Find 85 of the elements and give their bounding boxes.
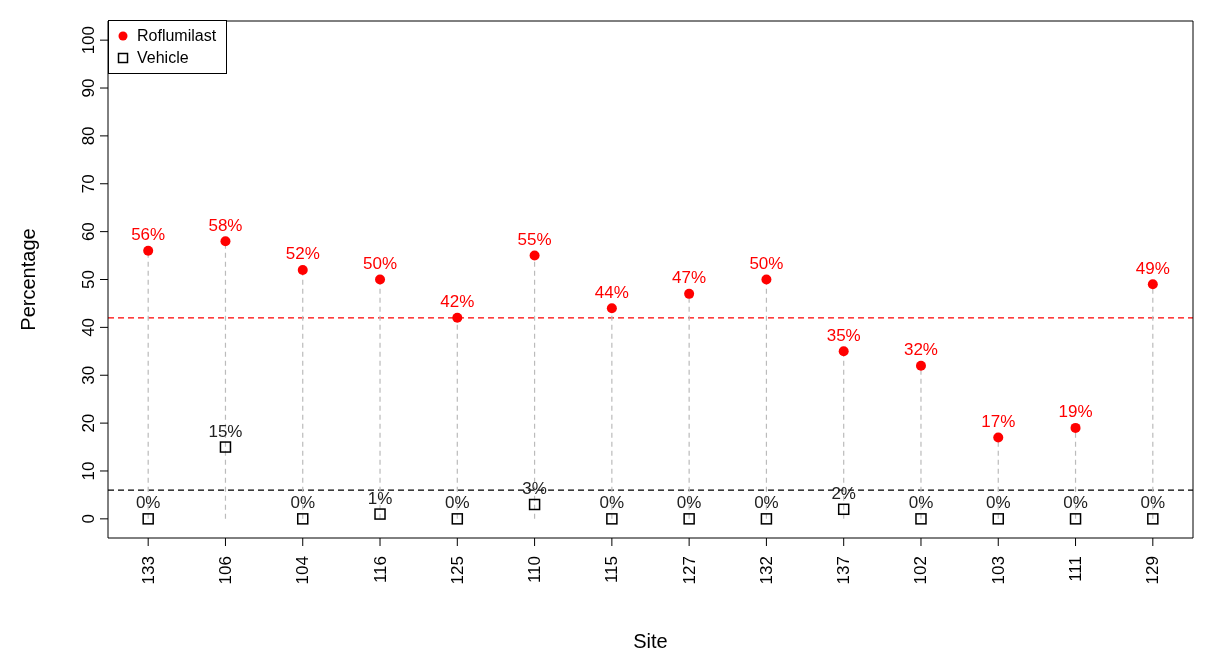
point: [837, 503, 850, 516]
data-label: 50%: [749, 253, 784, 273]
data-label: 0%: [908, 493, 934, 513]
x-tick-label: 133: [138, 556, 158, 585]
data-label: 0%: [135, 493, 161, 513]
x-tick-label: 137: [834, 556, 854, 585]
x-tick-label: 104: [293, 556, 313, 585]
data-label: 44%: [594, 282, 629, 302]
point: [1070, 422, 1081, 433]
point: [1147, 513, 1159, 525]
point: [915, 513, 927, 525]
data-label: 49%: [1135, 258, 1170, 278]
point: [220, 236, 231, 247]
y-tick-label: 10: [79, 461, 98, 481]
y-tick-label: 20: [79, 413, 98, 433]
data-label: 0%: [985, 493, 1011, 513]
point: [297, 264, 308, 275]
data-label: 0%: [1063, 493, 1088, 513]
y-tick-label: 40: [79, 317, 98, 337]
point: [606, 513, 618, 525]
x-tick-label: 106: [215, 556, 235, 585]
point: [142, 513, 154, 525]
y-tick-label: 30: [79, 365, 98, 385]
point: [1147, 279, 1158, 290]
point: [528, 498, 541, 511]
x-tick-label: 125: [447, 556, 467, 585]
data-label: 2%: [831, 483, 856, 503]
legend-label: Roflumilast: [137, 26, 217, 46]
data-label: 19%: [1058, 402, 1093, 422]
point: [683, 513, 695, 525]
point: [219, 441, 232, 453]
point: [143, 245, 154, 256]
x-tick-label: 103: [988, 556, 1008, 585]
data-label: 32%: [903, 340, 938, 360]
data-label: 0%: [1140, 493, 1166, 513]
data-label: 15%: [208, 421, 243, 441]
data-label: 58%: [208, 215, 243, 235]
point: [374, 508, 386, 520]
x-axis-title: Site: [633, 630, 668, 652]
data-label: 0%: [599, 493, 625, 513]
point: [451, 513, 464, 525]
point: [375, 274, 386, 285]
data-label: 42%: [440, 292, 475, 312]
data-label: 17%: [981, 411, 1016, 431]
point: [529, 250, 540, 261]
data-label: 35%: [826, 325, 861, 345]
point: [452, 312, 463, 323]
x-tick-label: 115: [602, 556, 622, 584]
point: [992, 513, 1005, 525]
point: [993, 432, 1004, 443]
data-label: 3%: [522, 478, 547, 498]
data-label: 0%: [445, 493, 470, 513]
data-label: 56%: [131, 225, 166, 245]
data-label: 55%: [517, 230, 552, 250]
y-tick-label: 0: [79, 514, 98, 524]
x-tick-label: 111: [1066, 556, 1086, 582]
y-axis-title: Percentage: [17, 228, 40, 331]
data-label: 50%: [363, 253, 398, 273]
data-label: 0%: [290, 493, 316, 513]
x-tick-label: 127: [679, 556, 699, 585]
data-label: 0%: [676, 493, 702, 513]
data-label: 1%: [367, 488, 393, 508]
data-label: 47%: [672, 268, 707, 288]
x-tick-label: 102: [911, 556, 931, 585]
point: [915, 360, 926, 371]
x-tick-label: 110: [525, 556, 545, 584]
y-tick-label: 70: [79, 174, 98, 194]
legend-label: Vehicle: [137, 48, 189, 68]
y-tick-label: 80: [79, 126, 98, 146]
point: [838, 346, 849, 357]
x-tick-label: 116: [370, 556, 390, 584]
point: [296, 513, 309, 525]
point: [760, 513, 773, 525]
y-tick-label: 50: [79, 270, 98, 289]
x-tick-label: 132: [756, 556, 776, 585]
point: [761, 274, 772, 285]
point: [1069, 513, 1082, 525]
point: [606, 303, 617, 314]
y-tick-label: 90: [79, 78, 98, 98]
x-tick-label: 129: [1143, 556, 1163, 585]
y-tick-label: 60: [79, 222, 98, 242]
data-label: 52%: [285, 244, 320, 264]
data-label: 0%: [754, 493, 779, 513]
y-tick-label: 100: [79, 25, 98, 55]
point: [684, 288, 695, 299]
